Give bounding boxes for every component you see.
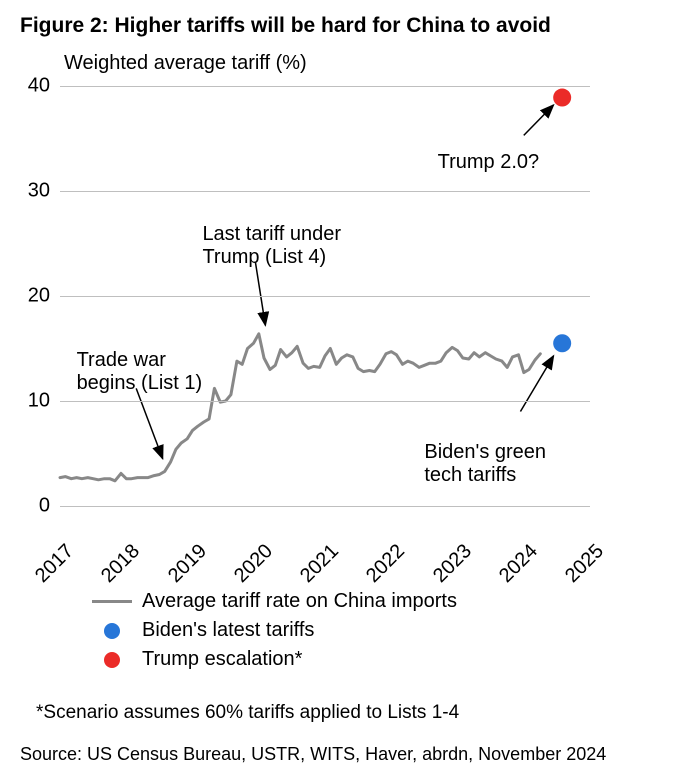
x-tick-label: 2017 [31,540,79,588]
x-tick-label: 2022 [362,540,410,588]
chart-plot-area: 010203040Trump 2.0?Last tariff underTrum… [60,86,590,506]
x-axis-labels: 201720182019202020212022202320242025 [60,512,590,582]
legend-item: Biden's latest tariffs [92,619,457,642]
legend-label: Biden's latest tariffs [142,619,314,642]
legend-dot-swatch [104,623,120,639]
legend-line-swatch [92,600,132,603]
y-tick-label: 30 [28,180,50,203]
chart-title: Figure 2: Higher tariffs will be hard fo… [0,0,674,38]
annotation-text: Trump 2.0? [438,151,540,174]
x-tick-label: 2023 [429,540,477,588]
gridline [60,191,590,192]
x-tick-label: 2020 [230,540,278,588]
scatter-point [553,89,571,107]
annotation-arrow [255,262,265,325]
gridline [60,86,590,87]
legend: Average tariff rate on China imports Bide… [92,590,457,677]
gridline [60,296,590,297]
y-tick-label: 10 [28,390,50,413]
y-tick-label: 20 [28,285,50,308]
y-axis-title: Weighted average tariff (%) [0,38,674,75]
legend-item: Trump escalation* [92,648,457,671]
annotation-text: Last tariff underTrump (List 4) [202,223,341,269]
x-tick-label: 2025 [561,540,609,588]
gridline [60,401,590,402]
chart-footnote: *Scenario assumes 60% tariffs applied to… [36,702,459,724]
annotation-arrow [136,388,163,458]
y-tick-label: 0 [39,495,50,518]
annotation-text: Biden's greentech tariffs [424,441,546,487]
annotation-text: Trade warbegins (List 1) [77,349,203,395]
annotation-arrow [524,105,554,135]
chart-source: Source: US Census Bureau, USTR, WITS, Ha… [20,744,606,765]
x-tick-label: 2018 [97,540,145,588]
x-tick-label: 2021 [296,540,344,588]
gridline [60,506,590,507]
y-tick-label: 40 [28,75,50,98]
annotation-arrow [520,356,553,412]
legend-label: Average tariff rate on China imports [142,590,457,613]
x-tick-label: 2019 [164,540,212,588]
legend-item: Average tariff rate on China imports [92,590,457,613]
x-tick-label: 2024 [495,540,543,588]
scatter-point [553,334,571,352]
legend-dot-swatch [104,652,120,668]
legend-label: Trump escalation* [142,648,302,671]
